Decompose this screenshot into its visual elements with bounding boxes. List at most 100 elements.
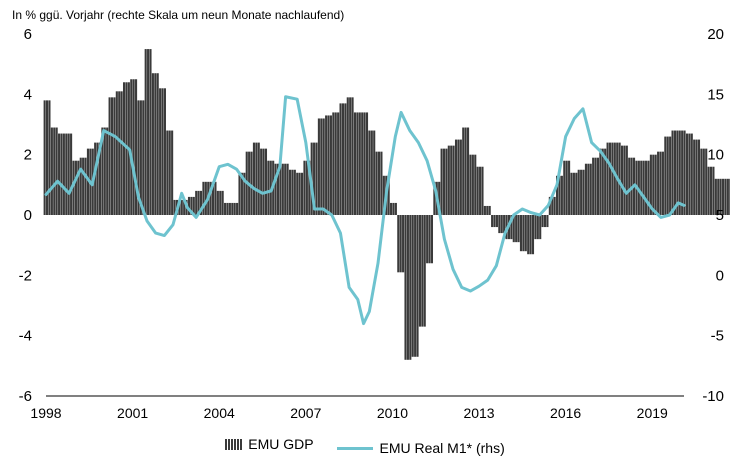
gdp-bar: [714, 178, 717, 215]
gdp-bar: [584, 163, 587, 215]
gdp-bar: [84, 157, 87, 215]
gdp-bar: [250, 151, 253, 215]
gdp-bar: [457, 139, 460, 215]
gdp-bar: [394, 202, 397, 215]
gdp-bar: [377, 151, 381, 215]
gdp-bar: [147, 49, 150, 215]
gdp-bar: [46, 100, 49, 215]
gdp-bar: [676, 130, 679, 215]
left-tick-label: 2: [24, 147, 32, 164]
right-tick-label: 15: [707, 86, 724, 103]
gdp-bar: [503, 215, 506, 234]
gdp-bar: [122, 82, 126, 216]
gdp-bar: [707, 166, 710, 215]
gdp-bar: [519, 215, 523, 252]
gdp-bar: [356, 112, 359, 215]
gdp-bar: [337, 112, 340, 215]
gdp-bar: [447, 145, 450, 215]
gdp-bar: [279, 163, 282, 215]
gdp-bar: [575, 172, 578, 215]
gdp-bar: [390, 202, 393, 215]
gdp-bar: [438, 181, 441, 215]
gdp-bar: [647, 160, 650, 215]
gdp-bar: [375, 151, 378, 215]
gdp-bar: [353, 112, 357, 215]
gdp-bar: [414, 215, 417, 357]
gdp-bar: [474, 154, 477, 215]
gdp-bar: [705, 148, 708, 215]
gdp-bar: [274, 163, 277, 215]
gdp-bar: [601, 148, 604, 215]
gdp-bar: [724, 178, 727, 215]
gdp-bar: [611, 142, 614, 215]
gdp-bar: [659, 151, 662, 215]
gdp-bar: [406, 215, 409, 360]
gdp-bar: [522, 215, 525, 252]
gdp-bar: [166, 130, 169, 215]
gdp-bar: [86, 148, 89, 215]
gdp-bar: [154, 73, 157, 215]
gdp-bar: [495, 215, 498, 228]
gdp-bar: [115, 91, 118, 215]
left-tick-label: 6: [24, 26, 32, 43]
gdp-bar: [202, 181, 205, 215]
gdp-bar: [426, 215, 429, 264]
gdp-bar: [445, 148, 448, 215]
right-tick-label: -10: [702, 388, 724, 405]
gdp-bar: [180, 199, 183, 215]
gdp-bar: [625, 145, 628, 215]
gdp-bar: [240, 172, 243, 215]
gdp-bar: [349, 97, 352, 215]
gdp-bar: [130, 79, 133, 215]
legend-label-m1: EMU Real M1* (rhs): [379, 440, 505, 456]
gdp-bar: [344, 103, 347, 215]
gdp-bar: [613, 142, 616, 215]
right-tick-label: 5: [716, 207, 724, 224]
gdp-bar: [673, 130, 676, 215]
gdp-bar: [161, 88, 164, 215]
gdp-bar: [156, 73, 159, 215]
gdp-bar: [339, 103, 342, 215]
gdp-bar: [409, 215, 412, 360]
gdp-bar: [380, 151, 383, 215]
gdp-bar: [82, 157, 85, 215]
gdp-bar: [399, 215, 402, 273]
gdp-bar: [286, 163, 289, 215]
gdp-bar: [77, 160, 80, 215]
gdp-bar: [580, 169, 583, 215]
gdp-bar: [144, 49, 147, 215]
gdp-bar: [228, 202, 231, 215]
gdp-bar: [173, 199, 176, 215]
gdp-bar: [322, 118, 325, 215]
gdp-bar: [392, 202, 395, 215]
gdp-bar: [430, 215, 434, 264]
gdp-bar: [98, 142, 102, 215]
x-tick-label: 2001: [117, 405, 148, 421]
right-tick-label: 10: [707, 147, 724, 164]
legend-item-gdp: EMU GDP: [225, 436, 314, 452]
gdp-bar: [382, 175, 385, 215]
gdp-bar: [288, 169, 292, 215]
right-tick-label: -5: [711, 328, 724, 345]
x-tick-label: 1998: [30, 405, 61, 421]
gdp-bar: [149, 49, 152, 215]
gdp-bar: [515, 215, 518, 243]
gdp-bar: [709, 166, 713, 215]
gdp-bar: [589, 163, 592, 215]
gdp-bar: [387, 175, 390, 215]
gdp-bar: [657, 151, 660, 215]
gdp-bar: [142, 100, 145, 215]
gdp-bar: [195, 190, 198, 215]
x-tick-label: 2010: [377, 405, 408, 421]
gdp-bar: [620, 145, 624, 215]
gdp-bar: [671, 130, 674, 215]
gdp-bar: [476, 166, 479, 215]
legend: EMU GDP EMU Real M1* (rhs): [0, 436, 730, 456]
legend-item-m1: EMU Real M1* (rhs): [337, 440, 505, 456]
gdp-bar: [459, 139, 462, 215]
gdp-bar: [183, 199, 186, 215]
gdp-bar: [722, 178, 725, 215]
gdp-bar: [697, 139, 701, 215]
gdp-bar: [252, 142, 255, 215]
